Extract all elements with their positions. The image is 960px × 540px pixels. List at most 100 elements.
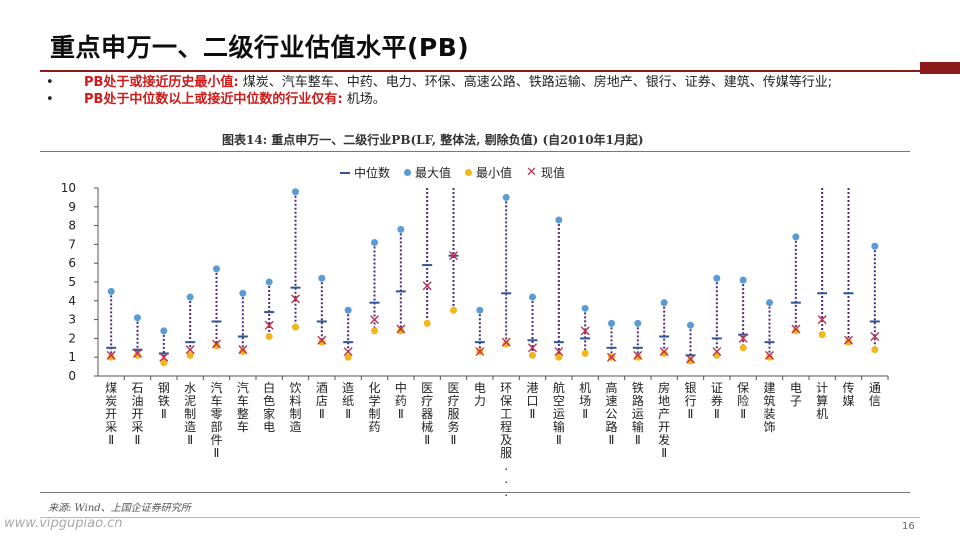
max-point — [660, 299, 668, 307]
y-tick-label: 10 — [61, 181, 76, 195]
y-tick-label: 1 — [68, 350, 76, 364]
x-tick-label: 医疗服务 Ⅱ — [447, 381, 459, 447]
current-point — [528, 343, 537, 353]
x-tick-label: 石油开采 Ⅱ — [131, 381, 143, 447]
current-point — [370, 315, 379, 325]
current-point — [607, 352, 616, 362]
x-tick-label: 汽车零部件 Ⅱ — [210, 380, 222, 460]
current-point — [449, 251, 458, 261]
min-point — [160, 359, 168, 367]
current-point — [712, 347, 722, 357]
x-tick-label: 通信 — [869, 381, 881, 408]
max-point — [687, 321, 694, 329]
current-point — [106, 350, 116, 360]
x-tick-label: 建筑装饰 — [763, 381, 775, 434]
x-tick-label: 化学制药 — [368, 381, 380, 434]
current-point — [580, 326, 590, 336]
min-point — [555, 353, 563, 361]
min-point — [397, 327, 405, 335]
current-point — [133, 348, 142, 358]
legend-max-label: 最大值 — [415, 166, 452, 180]
footer-rule — [40, 517, 920, 518]
y-tick-label: 4 — [68, 294, 76, 308]
max-point — [397, 225, 405, 233]
bullet-text: 煤炭、汽车整车、中药、电力、环保、高速公路、铁路运输、房地产、银行、证券、建筑、… — [242, 75, 833, 90]
y-tick-label: 5 — [68, 275, 76, 289]
y-tick-label: 9 — [68, 200, 76, 214]
bullet-marker: • — [46, 75, 54, 90]
bullet-marker: • — [46, 92, 54, 107]
min-point — [529, 351, 536, 359]
max-point — [476, 306, 484, 314]
legend-min-swatch — [465, 169, 473, 176]
legend-item-current: ✕ 现值 — [526, 164, 565, 181]
legend-item-max: 最大值 — [404, 164, 451, 181]
max-point — [634, 319, 642, 327]
bullet-text: 机场。 — [346, 92, 386, 107]
max-point — [265, 278, 273, 286]
min-point — [134, 351, 141, 359]
x-tick-label: 酒店 Ⅱ — [316, 381, 328, 421]
x-tick-label: 计算机 — [816, 381, 828, 421]
min-point — [687, 357, 694, 365]
x-tick-label: 航空运输 Ⅱ — [553, 380, 565, 447]
current-point — [185, 345, 195, 355]
min-point — [292, 323, 299, 331]
min-point — [186, 351, 194, 359]
max-point — [739, 276, 747, 284]
x-tick-label: 煤炭开采 Ⅱ — [105, 381, 117, 447]
max-point — [292, 188, 299, 196]
current-point — [686, 354, 695, 364]
x-tick-label: 银行 Ⅱ — [684, 381, 696, 421]
max-point — [581, 304, 589, 312]
current-point — [264, 320, 274, 330]
x-tick-label: 电力 — [474, 381, 486, 408]
current-point — [738, 333, 748, 343]
current-point — [238, 345, 248, 355]
min-point — [265, 333, 273, 341]
current-point — [633, 350, 643, 360]
current-point — [212, 339, 221, 349]
x-tick-label: 医疗器械 Ⅱ — [421, 381, 433, 447]
min-point — [634, 353, 642, 361]
current-point — [817, 315, 827, 325]
x-tick-label: 饮料制造 — [289, 381, 301, 434]
min-point — [239, 348, 247, 356]
title-rule — [40, 70, 920, 72]
min-point — [660, 349, 668, 357]
max-point — [766, 299, 773, 307]
max-point — [107, 287, 115, 295]
y-tick-label: 7 — [68, 237, 76, 251]
bullet-highlight: PB处于或接近历史最小值: — [84, 75, 239, 90]
max-point — [186, 293, 194, 301]
title-accent-bar — [920, 62, 960, 74]
current-point — [791, 324, 801, 334]
x-tick-label: 中药 Ⅱ — [395, 380, 407, 421]
max-point — [318, 274, 326, 282]
x-tick-label: 传媒 — [842, 380, 854, 408]
max-point — [344, 306, 352, 314]
current-point — [291, 294, 300, 304]
x-tick-label: 水泥制造 Ⅱ — [184, 381, 196, 447]
min-point — [502, 340, 510, 348]
current-point — [870, 332, 880, 342]
legend-max-swatch — [404, 169, 412, 176]
current-point — [501, 337, 511, 347]
page-title: 重点申万一、二级行业估值水平(PB) — [50, 33, 470, 62]
chart-top-rule — [40, 151, 910, 152]
x-tick-label: 环保工程及服... — [500, 381, 512, 499]
min-point — [213, 342, 220, 350]
legend-item-min: 最小值 — [465, 164, 512, 181]
max-point — [608, 319, 615, 327]
legend-min-label: 最小值 — [476, 166, 513, 180]
current-point — [765, 350, 774, 360]
min-point — [818, 331, 826, 339]
min-point — [713, 351, 721, 359]
bullet-highlight: PB处于中位数以上或接近中位数的行业仅有: — [84, 92, 343, 107]
current-point — [343, 347, 353, 357]
x-tick-label: 铁路运输 Ⅱ — [632, 381, 644, 447]
min-point — [344, 353, 352, 361]
min-point — [423, 319, 431, 327]
current-point — [554, 347, 564, 357]
